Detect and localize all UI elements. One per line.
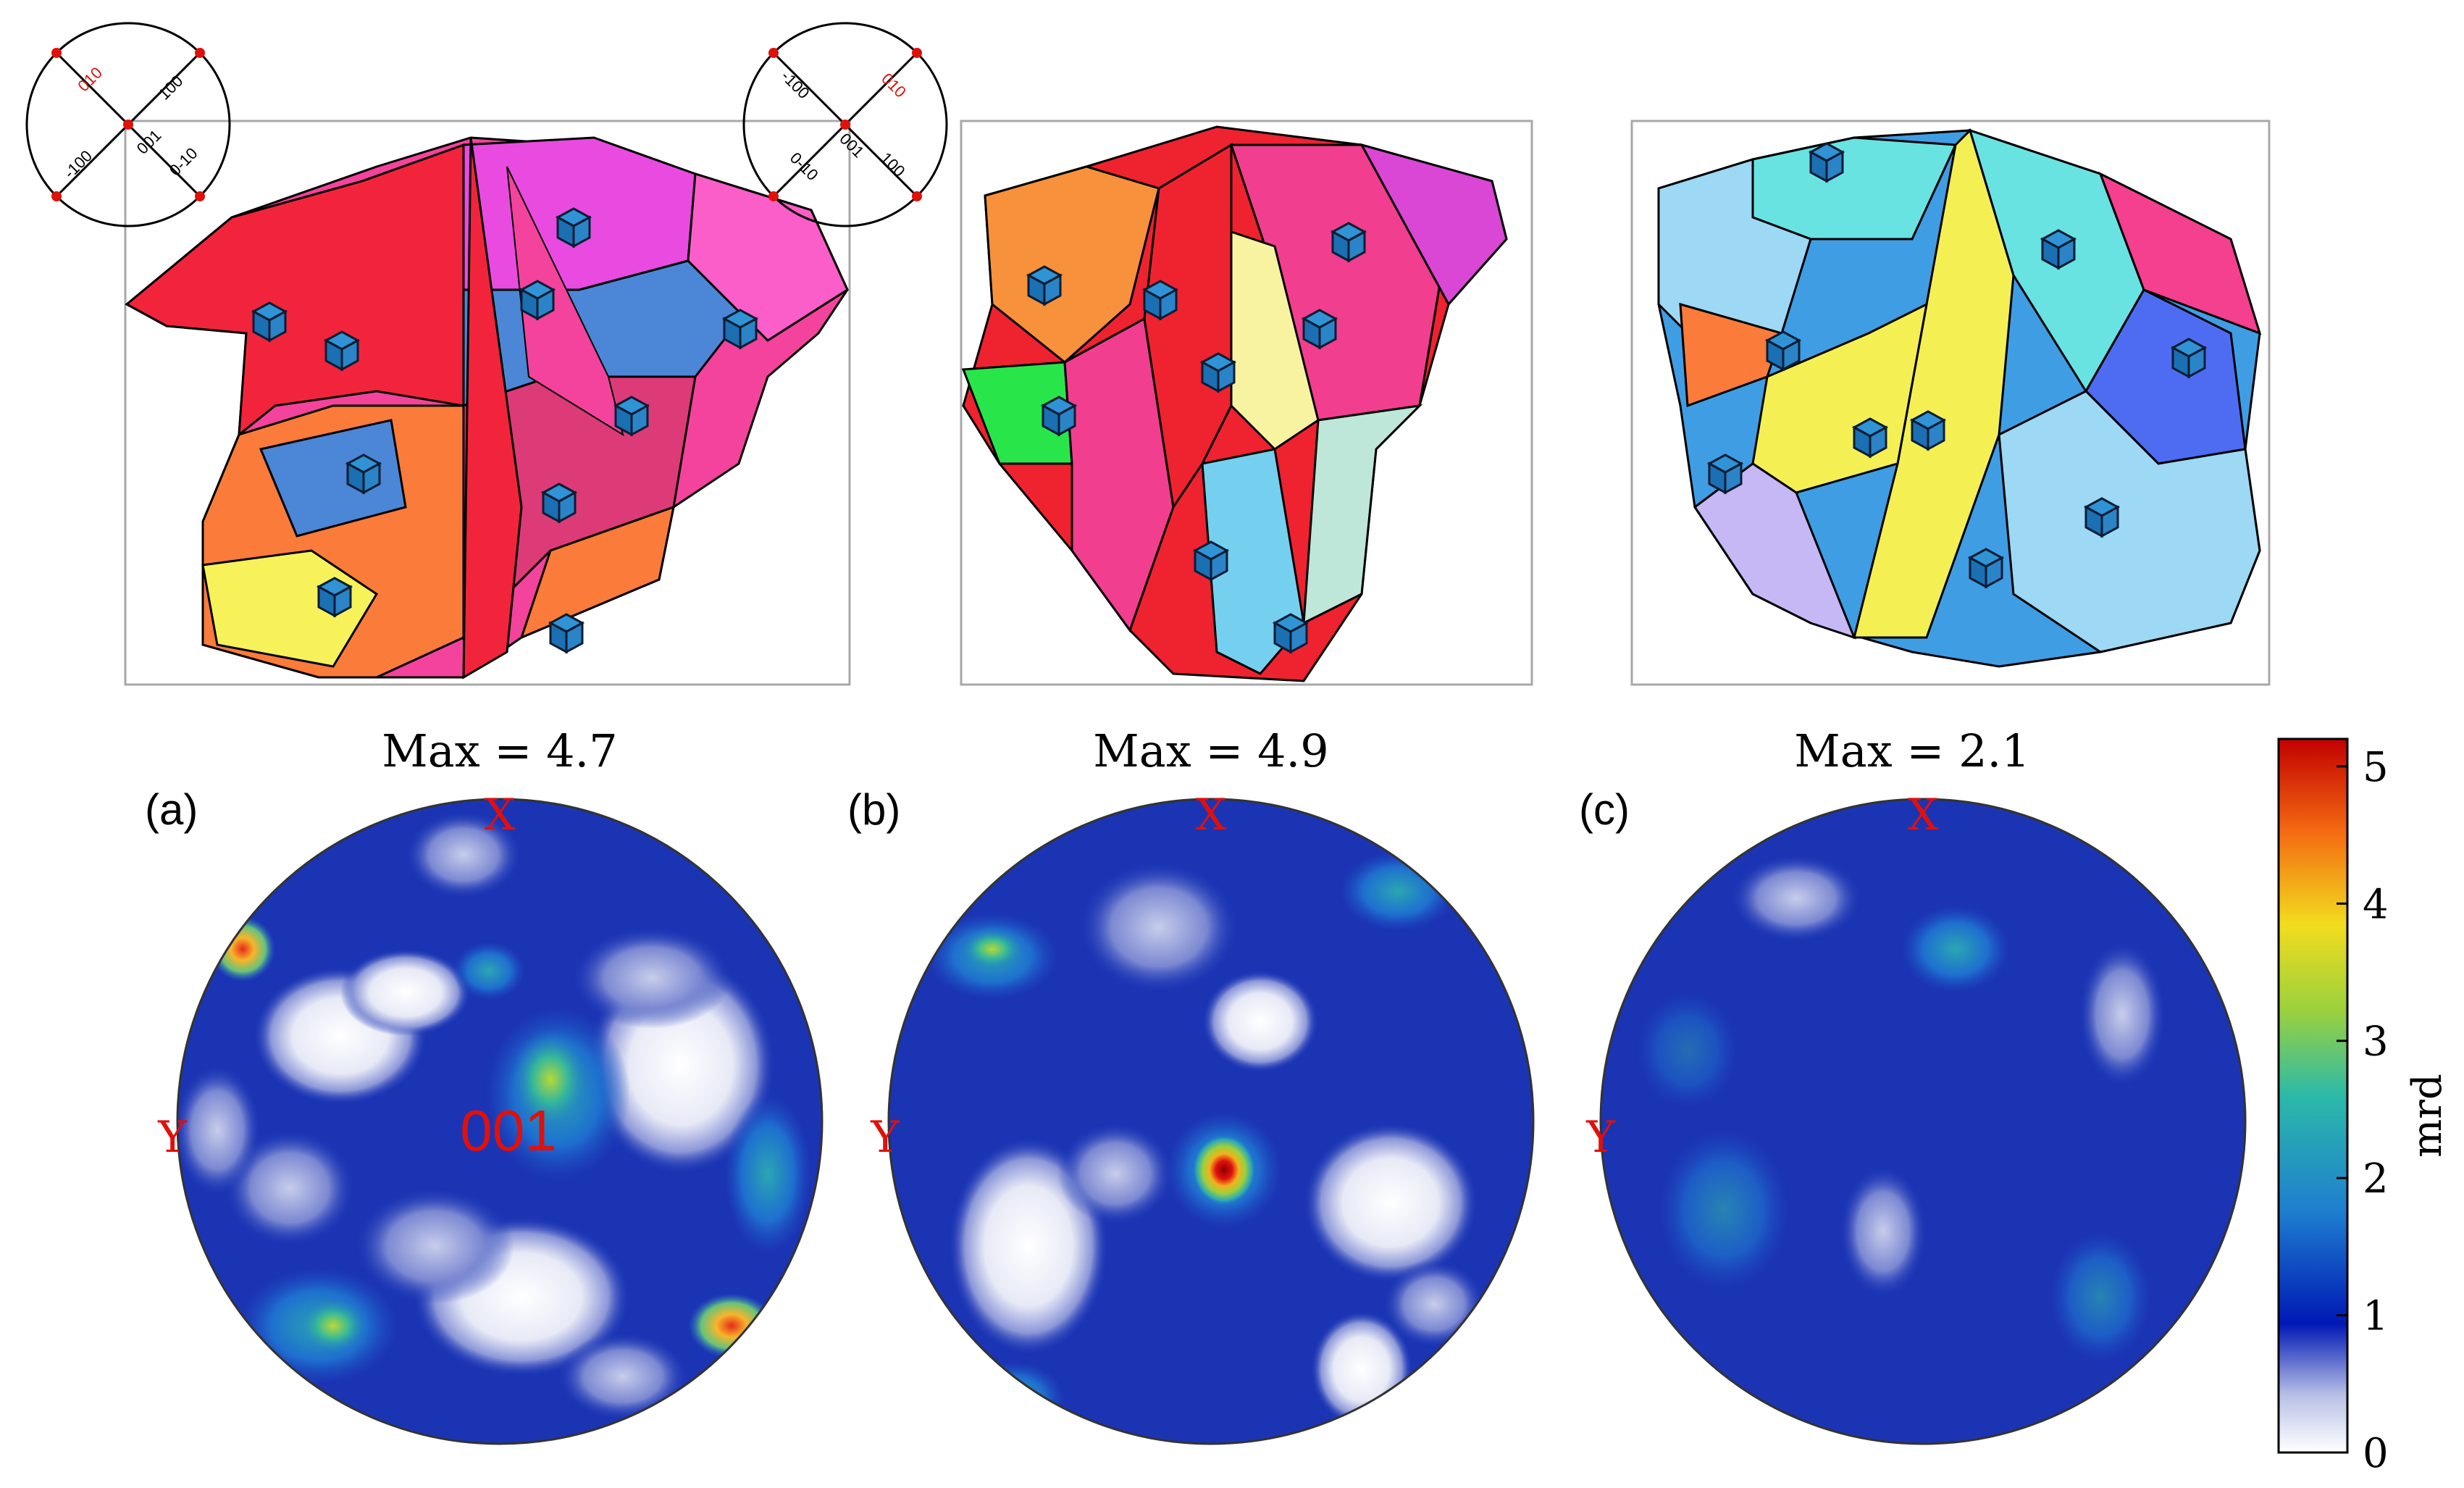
colorbar-label: mrd [2404, 1074, 2451, 1158]
colorbar-tick-label: 1 [2363, 1293, 2389, 1340]
panel-c-x-axis: X [1908, 790, 1939, 840]
key-left-right-label: 100 [155, 72, 187, 104]
key-left-left-label: -100 [60, 146, 96, 182]
ebsd-map-a [124, 120, 851, 686]
colorbar: 0 1 2 3 4 5 mrd [2277, 737, 2451, 1477]
panel-a-center-label: 001 [460, 1098, 556, 1163]
panel-b-max: Max = 4.9 [1093, 724, 1328, 777]
panel-c-y-axis: Y [1585, 1112, 1616, 1163]
panel-a-label: (a) [145, 785, 198, 834]
colorbar-tick-label: 5 [2363, 744, 2389, 791]
colorbar-ticks: 0 1 2 3 4 5 [2337, 744, 2389, 1477]
panel-c-max: Max = 2.1 [1794, 724, 2029, 777]
pole-figure-c: (c) Max = 2.1 X Y [1579, 724, 2247, 1445]
panel-a-max: Max = 4.7 [382, 724, 617, 777]
panel-a-y-axis: Y [157, 1112, 188, 1163]
panel-b-label: (b) [847, 785, 900, 834]
key-right-right-label: 100 [877, 149, 909, 180]
colorbar-tick-label: 4 [2363, 881, 2389, 928]
pole-figure-a: (a) Max = 4.7 X Y 001 [145, 724, 824, 1445]
panel-c-label: (c) [1579, 785, 1630, 834]
colorbar-tick-label: 0 [2363, 1430, 2389, 1477]
panel-a-x-axis: X [485, 790, 516, 840]
colorbar-tick-label: 2 [2363, 1155, 2389, 1203]
panel-b-x-axis: X [1196, 790, 1227, 840]
ebsd-map-b [960, 120, 1533, 686]
ebsd-map-c [1630, 120, 2271, 686]
key-left-top-label: 010 [74, 64, 106, 96]
key-right-top-label: 010 [878, 70, 910, 101]
pole-figure-b: (b) Max = 4.9 X Y [847, 724, 1535, 1445]
key-right-left-label: -100 [778, 67, 813, 102]
colorbar-tick-label: 3 [2363, 1019, 2389, 1066]
panel-b-y-axis: Y [870, 1112, 900, 1163]
